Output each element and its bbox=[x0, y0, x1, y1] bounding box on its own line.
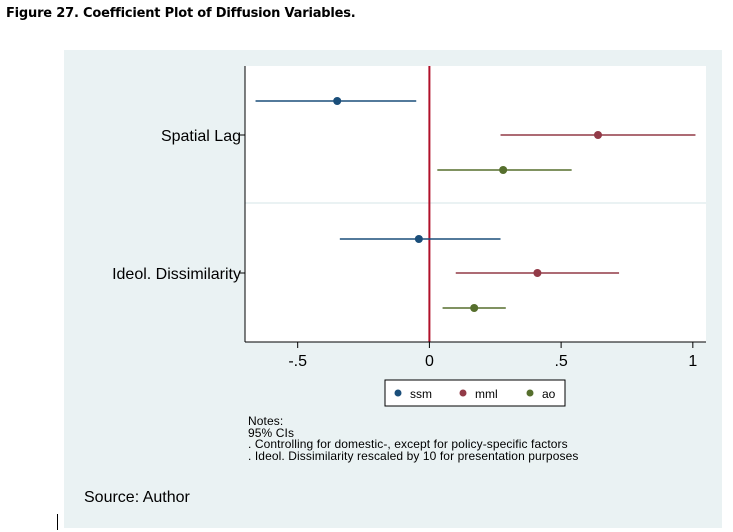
text-cursor bbox=[57, 514, 58, 530]
legend-marker-mml bbox=[459, 389, 467, 397]
y-category-label: Spatial Lag bbox=[161, 128, 241, 145]
x-tick-label: .5 bbox=[554, 353, 567, 370]
x-tick-label: 1 bbox=[688, 353, 697, 370]
point-ssm bbox=[414, 235, 423, 243]
notes-block: Notes: 95% CIs . Controlling for domesti… bbox=[248, 414, 579, 463]
point-ao bbox=[499, 166, 508, 174]
y-category-label: Ideol. Dissimilarity bbox=[112, 266, 241, 283]
notes-line: Notes: bbox=[248, 414, 284, 428]
point-mml bbox=[593, 131, 602, 139]
notes-line: 95% CIs bbox=[248, 425, 295, 440]
legend-box bbox=[384, 379, 566, 407]
legend-marker-ssm bbox=[394, 389, 402, 397]
x-tick-label: -.5 bbox=[288, 353, 307, 370]
legend-label-mml: mml bbox=[475, 387, 498, 401]
point-mml bbox=[533, 269, 542, 277]
source-caption: Source: Author bbox=[84, 489, 190, 506]
legend-marker-ao bbox=[526, 389, 534, 397]
legend-label-ssm: ssm bbox=[410, 387, 432, 401]
x-tick-label: 0 bbox=[425, 353, 434, 370]
notes-line: . Ideol. Dissimilarity rescaled by 10 fo… bbox=[248, 448, 579, 463]
notes-line: . Controlling for domestic-, except for … bbox=[248, 437, 568, 451]
point-ao bbox=[470, 304, 479, 312]
figure-title: Figure 27. Coefficient Plot of Diffusion… bbox=[6, 6, 356, 21]
legend-label-ao: ao bbox=[542, 387, 556, 401]
point-ssm bbox=[333, 97, 342, 105]
